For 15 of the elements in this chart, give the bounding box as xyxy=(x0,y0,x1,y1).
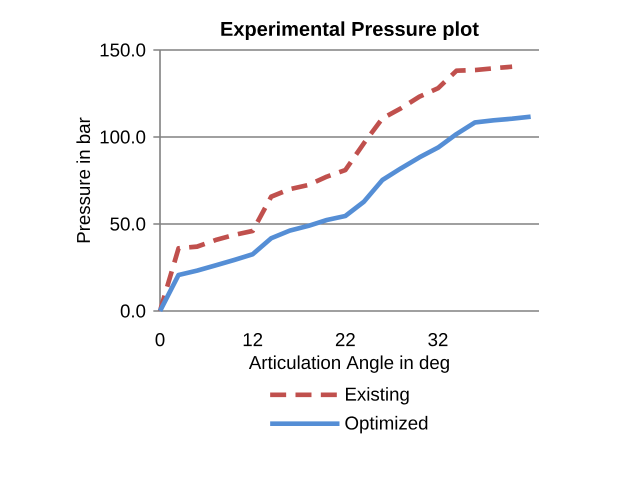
x-tick-label: 12 xyxy=(244,333,262,346)
legend-label: Optimized xyxy=(345,416,428,434)
x-tick-label: 22 xyxy=(336,333,355,346)
x-axis-title: Articulation Angle in deg xyxy=(248,355,449,373)
legend-label: Existing xyxy=(346,387,409,404)
line-series xyxy=(158,64,514,314)
line-series xyxy=(158,114,533,314)
x-tick-label: 0 xyxy=(156,333,164,346)
y-tick-label: 100.0 xyxy=(100,130,146,144)
y-tick-label: 0.0 xyxy=(120,304,146,318)
y-tick-label: 50.0 xyxy=(110,217,146,231)
y-tick-label: 150.0 xyxy=(100,43,146,57)
y-axis-title: Pressure in bar xyxy=(76,118,90,242)
x-tick-label: 32 xyxy=(428,333,448,346)
chart-title: Experimental Pressure plot xyxy=(221,21,479,40)
